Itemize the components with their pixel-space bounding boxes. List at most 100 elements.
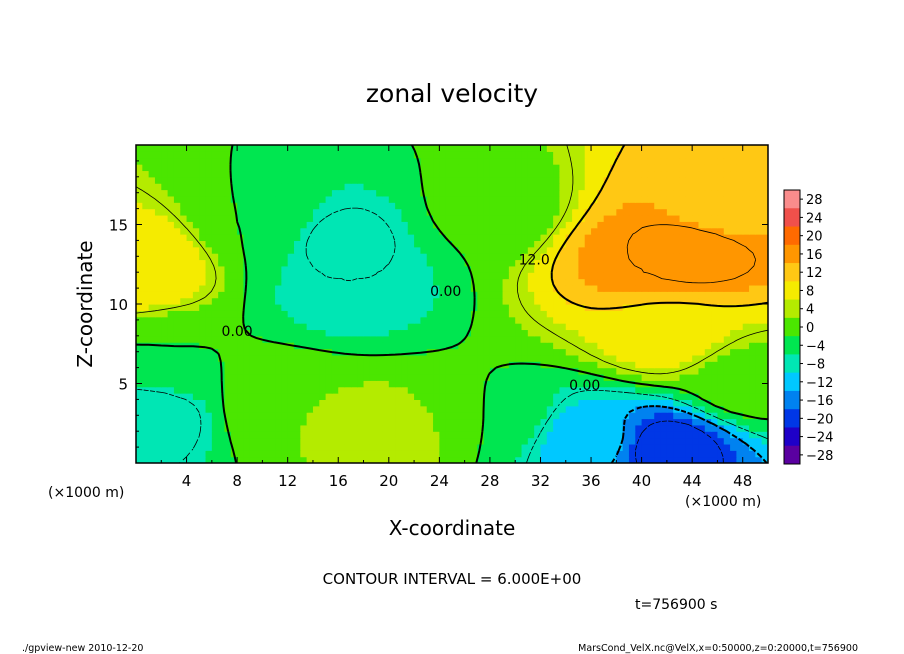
heat-cell	[154, 227, 162, 235]
heat-cell	[717, 316, 725, 324]
heat-cell	[199, 189, 207, 197]
heat-cell	[287, 265, 295, 273]
heat-cell	[464, 265, 472, 273]
heat-cell	[641, 431, 649, 439]
heat-cell	[414, 195, 421, 203]
heat-cell	[388, 323, 396, 331]
heat-cell	[452, 316, 459, 324]
heat-cell	[654, 284, 662, 292]
heat-cell	[350, 361, 358, 369]
heat-cell	[401, 234, 409, 241]
heat-cell	[749, 297, 756, 305]
heat-cell	[692, 240, 700, 248]
heat-cell	[489, 431, 497, 439]
heat-cell	[306, 145, 314, 152]
heat-cell	[148, 246, 156, 254]
heat-cell	[256, 361, 263, 369]
heat-cell	[666, 176, 674, 184]
heat-cell	[407, 253, 415, 261]
heat-cell	[249, 386, 257, 394]
heat-cell	[148, 373, 156, 381]
heat-cell	[262, 253, 270, 261]
heat-cell	[635, 145, 643, 152]
heat-cell	[527, 450, 535, 458]
heat-cell	[186, 234, 194, 241]
heat-cell	[698, 373, 706, 381]
heat-cell	[654, 208, 662, 216]
heat-cell	[401, 450, 409, 458]
heat-cell	[136, 373, 143, 381]
heat-cell	[470, 176, 478, 184]
heat-cell	[199, 405, 207, 413]
heat-cell	[730, 373, 737, 381]
heat-cell	[433, 170, 440, 178]
heat-cell	[376, 437, 384, 445]
heat-cell	[414, 246, 421, 254]
heat-cell	[496, 157, 504, 165]
heat-cell	[243, 240, 251, 248]
heat-cell	[698, 456, 706, 463]
heat-cell	[610, 450, 617, 458]
heat-cell	[357, 164, 365, 172]
heat-cell	[749, 164, 756, 172]
heat-cell	[761, 176, 768, 184]
heat-cell	[685, 323, 693, 331]
heat-cell	[439, 189, 447, 197]
heat-cell	[414, 278, 421, 286]
heat-cell	[666, 323, 674, 331]
heat-cell	[211, 342, 219, 350]
heat-cell	[679, 424, 687, 432]
heat-cell	[584, 431, 592, 439]
heat-cell	[369, 227, 377, 235]
heat-cell	[230, 291, 238, 299]
heat-cell	[357, 195, 365, 203]
heat-cell	[616, 342, 624, 350]
heat-cell	[344, 164, 352, 172]
heat-cell	[578, 246, 586, 254]
heat-cell	[565, 170, 573, 178]
heat-cell	[616, 208, 624, 216]
heat-cell	[180, 373, 188, 381]
heat-cell	[281, 424, 289, 432]
heat-cell	[483, 405, 491, 413]
heat-cell	[388, 342, 396, 350]
heat-cell	[470, 221, 478, 229]
heat-cell	[515, 329, 523, 337]
heat-cell	[211, 304, 219, 311]
heat-cell	[584, 297, 592, 305]
heat-cell	[565, 253, 573, 261]
heat-cell	[610, 208, 617, 216]
heat-cell	[281, 431, 289, 439]
heat-cell	[218, 272, 226, 280]
heat-cell	[148, 348, 156, 356]
heat-cell	[142, 183, 150, 191]
heat-cell	[249, 437, 257, 445]
heat-cell	[660, 437, 668, 445]
heat-cell	[205, 284, 213, 292]
heat-cell	[218, 208, 226, 216]
heat-cell	[382, 259, 390, 267]
heat-cell	[136, 443, 143, 451]
heat-cell	[306, 195, 314, 203]
heat-cell	[470, 431, 478, 439]
heat-cell	[262, 310, 270, 318]
heat-cell	[275, 348, 282, 356]
heat-cell	[755, 393, 763, 400]
heat-cell	[483, 348, 491, 356]
heat-cell	[256, 456, 263, 463]
heat-cell	[237, 240, 245, 248]
heat-cell	[452, 214, 459, 222]
heat-cell	[597, 361, 605, 369]
heat-cell	[249, 443, 257, 451]
heat-cell	[439, 405, 447, 413]
heat-cell	[319, 297, 327, 305]
heat-cell	[401, 399, 409, 407]
heat-cell	[546, 367, 554, 375]
heat-cell	[452, 335, 459, 343]
heat-cell	[641, 176, 649, 184]
heat-cell	[173, 418, 181, 426]
heat-cell	[717, 297, 725, 305]
heat-cell	[338, 291, 346, 299]
heat-cell	[666, 412, 674, 420]
heat-cell	[338, 189, 346, 197]
